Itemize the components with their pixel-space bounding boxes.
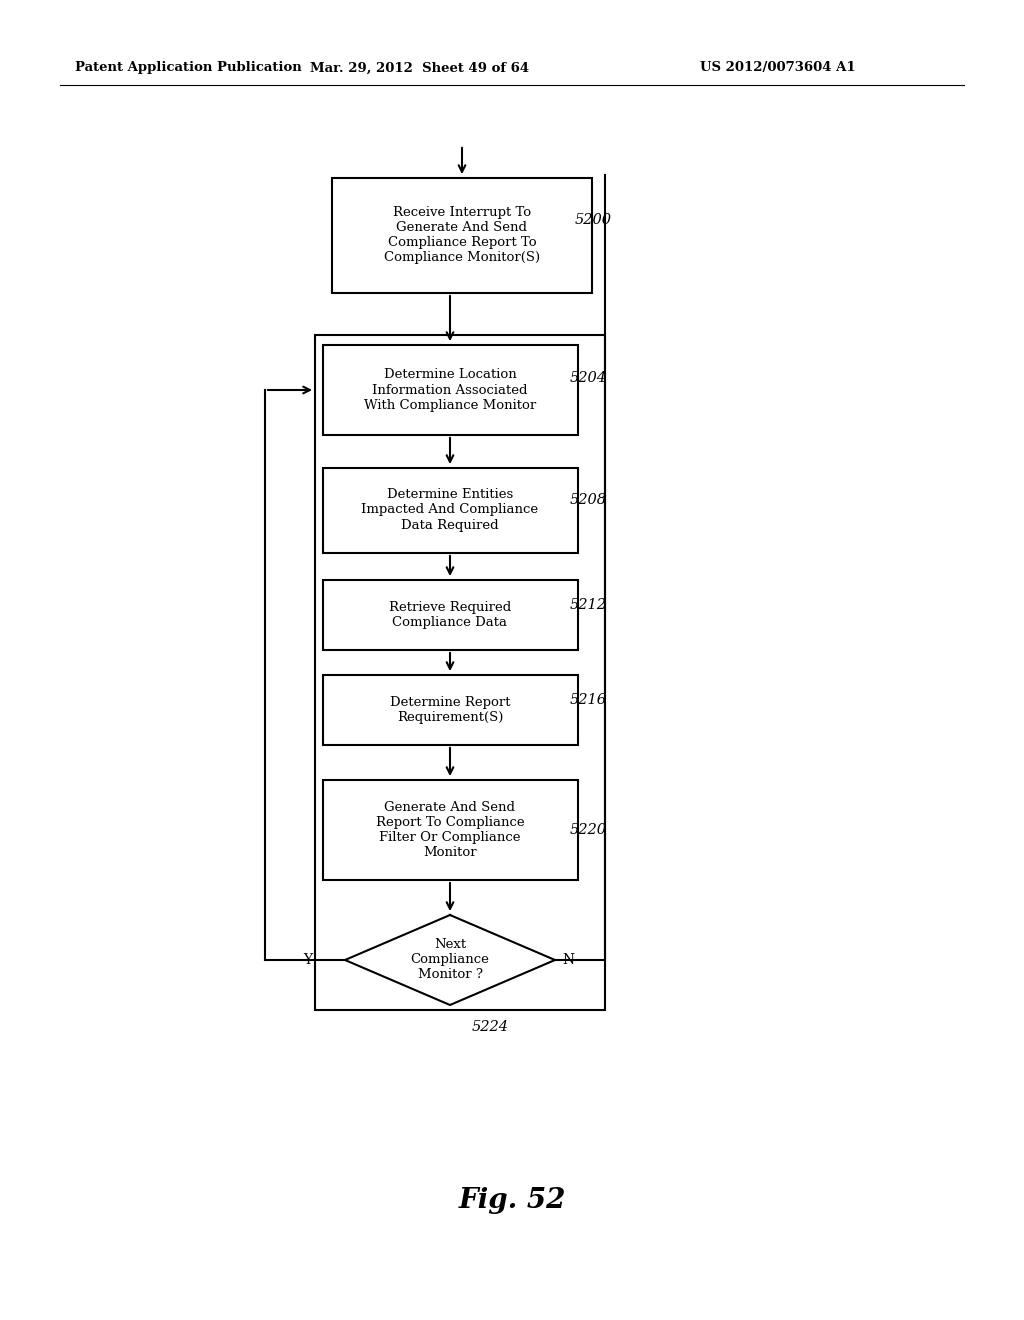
- Bar: [323, 345, 578, 436]
- Text: 5200: 5200: [575, 213, 612, 227]
- Text: 5220: 5220: [570, 822, 607, 837]
- Bar: [315, 335, 605, 1010]
- Text: Retrieve Required
Compliance Data: Retrieve Required Compliance Data: [389, 601, 511, 630]
- Text: Next
Compliance
Monitor ?: Next Compliance Monitor ?: [411, 939, 489, 982]
- Text: US 2012/0073604 A1: US 2012/0073604 A1: [700, 62, 856, 74]
- Text: Generate And Send
Report To Compliance
Filter Or Compliance
Monitor: Generate And Send Report To Compliance F…: [376, 801, 524, 859]
- Text: Y: Y: [303, 953, 312, 968]
- Text: N: N: [562, 953, 574, 968]
- Bar: [323, 579, 578, 649]
- Text: Patent Application Publication: Patent Application Publication: [75, 62, 302, 74]
- Text: 5204: 5204: [570, 371, 607, 385]
- Bar: [323, 467, 578, 553]
- Text: Receive Interrupt To
Generate And Send
Compliance Report To
Compliance Monitor(S: Receive Interrupt To Generate And Send C…: [384, 206, 540, 264]
- Text: Mar. 29, 2012  Sheet 49 of 64: Mar. 29, 2012 Sheet 49 of 64: [310, 62, 529, 74]
- Text: Fig. 52: Fig. 52: [459, 1187, 565, 1213]
- Polygon shape: [345, 915, 555, 1005]
- Text: Determine Report
Requirement(S): Determine Report Requirement(S): [390, 696, 510, 723]
- Text: 5224: 5224: [471, 1020, 509, 1034]
- Bar: [332, 177, 592, 293]
- Text: Determine Location
Information Associated
With Compliance Monitor: Determine Location Information Associate…: [364, 368, 537, 412]
- Text: 5208: 5208: [570, 492, 607, 507]
- Bar: [323, 675, 578, 744]
- Text: 5216: 5216: [570, 693, 607, 708]
- Bar: [323, 780, 578, 880]
- Text: Determine Entities
Impacted And Compliance
Data Required: Determine Entities Impacted And Complian…: [361, 488, 539, 532]
- Text: 5212: 5212: [570, 598, 607, 612]
